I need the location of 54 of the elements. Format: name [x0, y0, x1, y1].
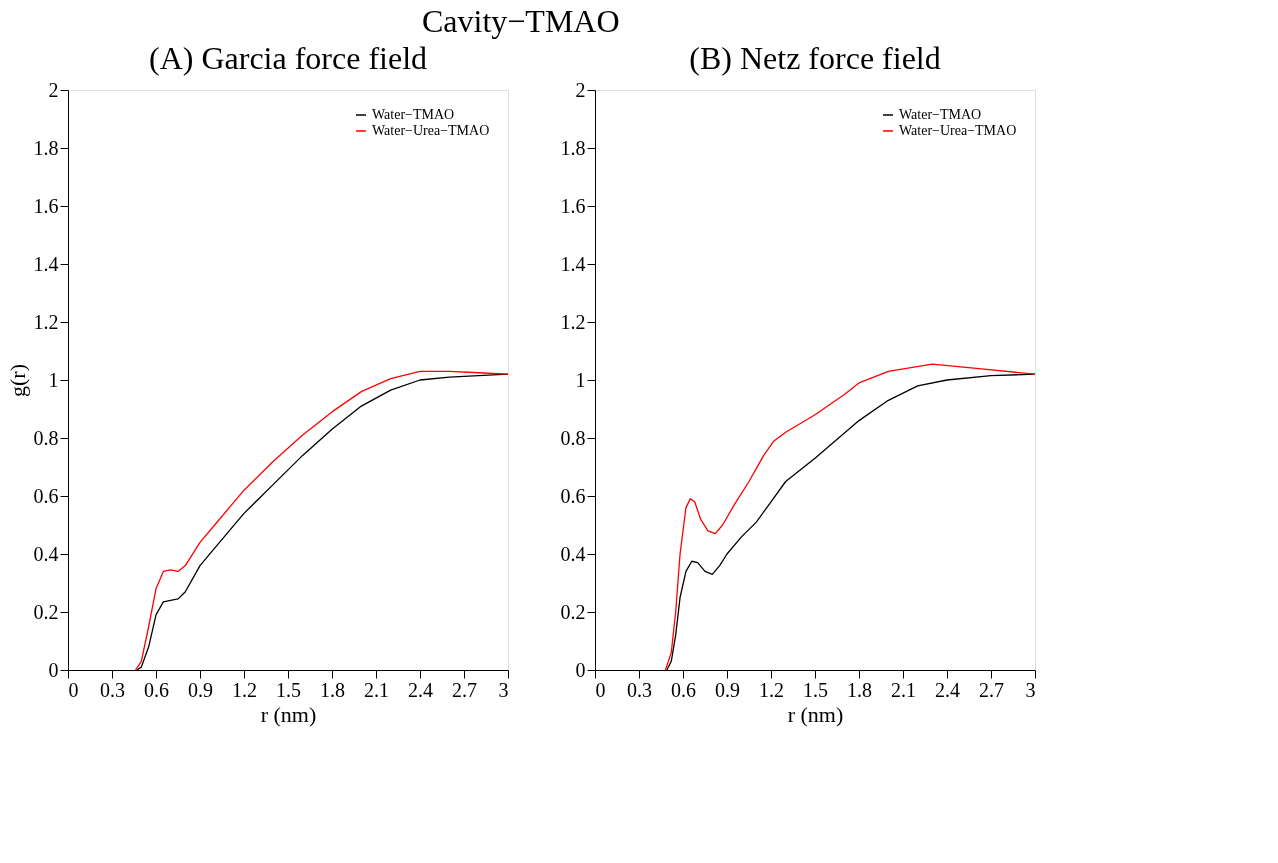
y-tick-label: 1	[575, 368, 586, 391]
y-tick-label: 0.2	[33, 600, 59, 623]
x-tick-label: 2.7	[452, 678, 477, 701]
y-tick-label: 0	[48, 658, 59, 681]
y-tick-label: 1.8	[33, 136, 59, 159]
y-tick-label: 2	[575, 78, 586, 101]
y-tick-label: 1.2	[560, 310, 586, 333]
x-tick-label: 0.6	[144, 678, 169, 701]
y-tick-label: 0	[575, 658, 586, 681]
y-tick-label: 0.6	[33, 484, 59, 507]
x-tick-label: 0	[595, 678, 606, 701]
y-tick-label: 1.6	[560, 194, 586, 217]
x-tick-label: 2.1	[891, 678, 916, 701]
x-tick-label: 1.5	[803, 678, 828, 701]
x-tick-label: 1.5	[276, 678, 301, 701]
x-axis-title: r (nm)	[260, 701, 317, 727]
y-tick-label: 0.8	[33, 426, 59, 449]
legend-label: Water−Urea−TMAO	[899, 123, 1017, 138]
x-tick-label: 1.8	[320, 678, 345, 701]
chart-title: (A) Garcia force field	[148, 40, 428, 76]
x-tick-label: 1.2	[232, 678, 257, 701]
x-tick-label: 0.3	[100, 678, 125, 701]
legend-label: Water−Urea−TMAO	[372, 123, 490, 138]
x-tick-label: 2.4	[408, 678, 433, 701]
legend-label: Water−TMAO	[899, 107, 982, 122]
y-tick-label: 0.4	[560, 542, 586, 565]
y-tick-label: 1	[48, 368, 59, 391]
y-tick-label: 0.8	[560, 426, 586, 449]
x-tick-label: 3	[498, 678, 509, 701]
x-axis-title: r (nm)	[787, 701, 844, 727]
legend-label: Water−TMAO	[372, 107, 455, 122]
y-tick-label: 0.4	[33, 542, 59, 565]
x-tick-label: 3	[1025, 678, 1036, 701]
x-tick-label: 0	[68, 678, 79, 701]
y-tick-label: 0.6	[560, 484, 586, 507]
x-tick-label: 2.1	[364, 678, 389, 701]
y-axis-title: g(r)	[4, 364, 30, 397]
x-tick-label: 1.2	[759, 678, 784, 701]
x-tick-label: 0.3	[627, 678, 652, 701]
y-tick-label: 1.8	[560, 136, 586, 159]
y-tick-label: 1.4	[33, 252, 59, 275]
text: Cavity−TMAO	[421, 2, 620, 39]
x-tick-label: 0.9	[715, 678, 740, 701]
y-tick-label: 1.6	[33, 194, 59, 217]
x-tick-label: 0.9	[188, 678, 213, 701]
y-tick-label: 1.2	[33, 310, 59, 333]
x-tick-label: 0.6	[671, 678, 696, 701]
x-tick-label: 2.7	[979, 678, 1004, 701]
y-tick-label: 0.2	[560, 600, 586, 623]
x-tick-label: 1.8	[847, 678, 872, 701]
y-tick-label: 1.4	[560, 252, 586, 275]
x-tick-label: 2.4	[935, 678, 960, 701]
y-tick-label: 2	[48, 78, 59, 101]
chart-title: (B) Netz force field	[689, 40, 941, 76]
